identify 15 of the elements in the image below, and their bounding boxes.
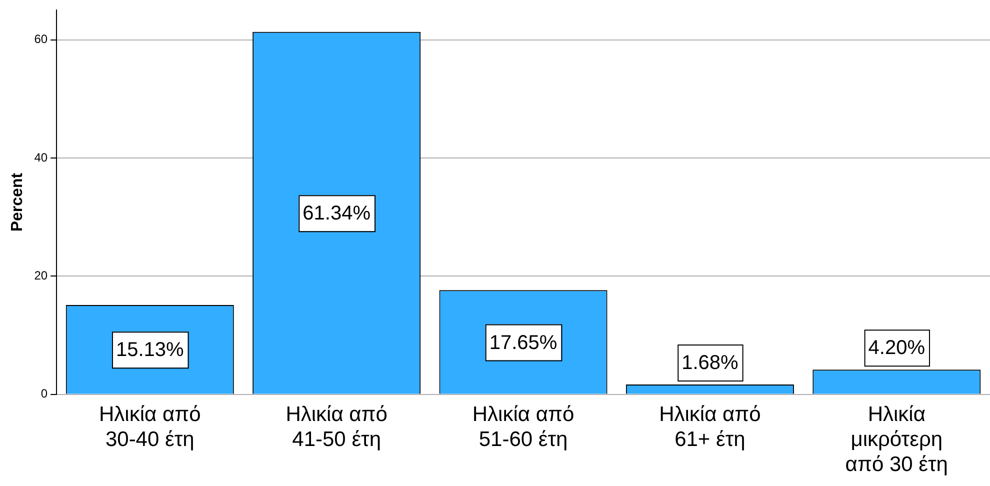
y-tick-label: 20 <box>34 268 48 282</box>
x-tick-label: Ηλικία μικρότερη από 30 έτη <box>845 402 948 476</box>
x-tick-label: Ηλικία από 51-60 έτη <box>472 402 574 451</box>
x-tick-label: Ηλικία από 61+ έτη <box>659 402 761 451</box>
y-axis-title: Percent <box>9 172 26 232</box>
data-label: 61.34% <box>302 202 371 225</box>
y-tick-label: 0 <box>40 386 48 401</box>
x-tick-label: Ηλικία από 41-50 έτη <box>286 402 388 451</box>
data-label: 1.68% <box>682 352 739 374</box>
data-label: 4.20% <box>868 337 926 360</box>
y-tick-label: 60 <box>34 32 48 46</box>
data-label: 15.13% <box>116 339 184 362</box>
data-label: 17.65% <box>489 332 558 354</box>
x-tick-label: Ηλικία από 30-40 έτη <box>99 402 201 451</box>
y-tick-label: 40 <box>34 150 48 164</box>
